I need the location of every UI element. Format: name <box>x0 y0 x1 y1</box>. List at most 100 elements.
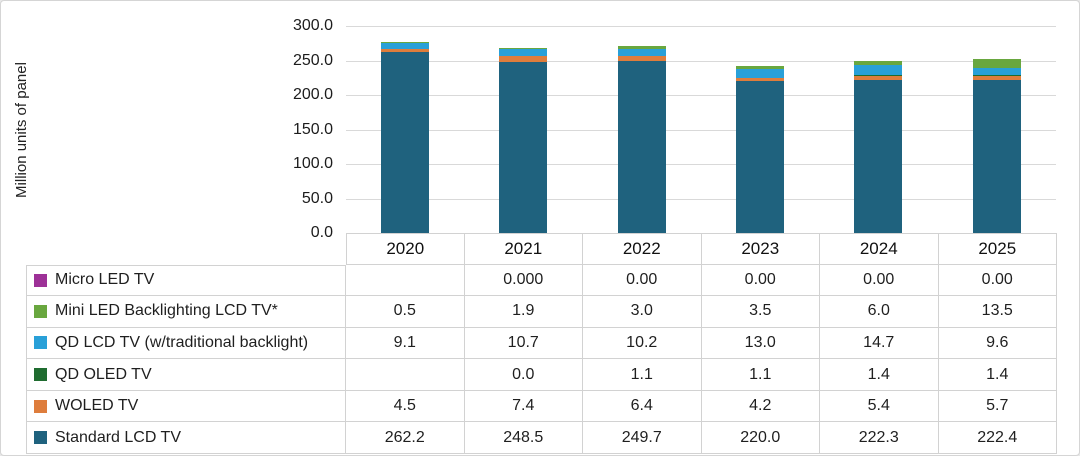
legend-swatch <box>34 273 47 287</box>
value-cell: 13.0 <box>701 327 820 360</box>
bar-segment <box>617 48 666 56</box>
value-cell: 0.00 <box>938 264 1057 297</box>
plot-area <box>346 26 1056 233</box>
value-cell: 1.4 <box>938 359 1057 391</box>
bar-segment <box>972 75 1021 80</box>
value-cell: 5.7 <box>938 390 1057 423</box>
stacked-bars <box>346 26 1056 233</box>
year-header: 2021 <box>464 233 583 265</box>
year-header: 2022 <box>583 233 702 265</box>
value-cell: 6.4 <box>583 390 702 423</box>
bar-segment <box>381 52 430 233</box>
value-cell: 220.0 <box>701 422 820 454</box>
legend-swatch <box>34 399 47 413</box>
value-cell: 1.1 <box>583 359 702 391</box>
value-cell: 4.2 <box>701 390 820 423</box>
bar-segment <box>617 60 666 233</box>
bar-2024 <box>854 60 903 233</box>
value-cell: 7.4 <box>464 390 583 423</box>
row-label: Micro LED TV <box>26 264 346 297</box>
bar-segment <box>617 46 666 49</box>
bar-2025 <box>972 58 1021 233</box>
value-cell: 0.5 <box>346 296 465 328</box>
year-header: 2020 <box>346 233 465 265</box>
bar-segment <box>736 77 785 79</box>
bar-segment <box>617 55 666 57</box>
bar-segment <box>381 42 430 49</box>
value-cell: 249.7 <box>583 422 702 454</box>
bar-segment <box>972 74 1021 76</box>
bar-column-2021 <box>464 26 582 233</box>
value-cell <box>346 359 465 391</box>
value-cell: 10.2 <box>583 327 702 360</box>
bar-segment <box>972 68 1021 75</box>
bar-column-2023 <box>701 26 819 233</box>
value-cell: 1.4 <box>820 359 939 391</box>
data-table: 2020 2021 2022 2023 2024 2025 Micro LED TV 0.00… <box>26 233 1057 454</box>
y-tick-label: 250.0 <box>292 51 333 69</box>
bar-segment <box>854 64 903 75</box>
gridline <box>346 198 1056 200</box>
value-cell: 0.00 <box>701 264 820 297</box>
value-cell: 0.000 <box>464 264 583 297</box>
y-axis-title: Million units of panel <box>13 62 30 198</box>
bar-column-2022 <box>583 26 701 233</box>
bar-column-2020 <box>346 26 464 233</box>
bar-segment <box>381 49 430 53</box>
value-cell: 13.5 <box>938 296 1057 328</box>
value-cell: 4.5 <box>346 390 465 423</box>
value-cell: 222.3 <box>820 422 939 454</box>
value-cell: 3.5 <box>701 296 820 328</box>
y-tick-label: 100.0 <box>292 155 333 172</box>
legend-swatch <box>34 336 47 350</box>
bar-segment <box>854 60 903 65</box>
value-cell: 1.9 <box>464 296 583 328</box>
row-label: WOLED TV <box>26 390 346 423</box>
bar-segment <box>617 56 666 61</box>
value-cell: 6.0 <box>820 296 939 328</box>
bar-segment <box>972 79 1021 233</box>
value-cell: 1.1 <box>701 359 820 391</box>
gridline <box>346 164 1056 165</box>
bar-segment <box>854 79 903 233</box>
value-cell: 222.4 <box>938 422 1057 454</box>
bar-column-2025 <box>938 26 1056 233</box>
row-label: QD LCD TV (w/traditional backlight) <box>26 327 346 360</box>
y-tick-label: 200.0 <box>292 86 333 103</box>
year-header: 2025 <box>938 233 1057 265</box>
bar-segment <box>499 47 548 50</box>
legend-swatch <box>34 431 47 445</box>
value-cell: 248.5 <box>464 422 583 454</box>
value-cell: 0.0 <box>464 359 583 391</box>
value-cell: 9.6 <box>938 327 1057 360</box>
gridline <box>346 129 1056 131</box>
bar-segment <box>499 49 548 57</box>
value-cell: 10.7 <box>464 327 583 360</box>
series-name: Standard LCD TV <box>55 428 181 446</box>
row-label: Standard LCD TV <box>26 422 346 454</box>
gridline <box>346 95 1056 96</box>
gridline <box>346 26 1056 27</box>
series-name: Mini LED Backlighting LCD TV* <box>55 302 278 320</box>
bar-segment <box>972 58 1021 69</box>
series-name: Micro LED TV <box>55 271 155 289</box>
value-cell: 3.0 <box>583 296 702 328</box>
legend-swatch <box>34 304 47 318</box>
value-cell <box>346 264 465 297</box>
value-cell: 262.2 <box>346 422 465 454</box>
y-tick-label: 50.0 <box>301 189 333 207</box>
year-header: 2023 <box>701 233 820 265</box>
bar-segment <box>854 74 903 76</box>
bar-segment <box>736 66 785 69</box>
bar-2022 <box>617 46 666 233</box>
bar-2020 <box>381 42 430 233</box>
y-tick-label: 300.0 <box>292 17 333 34</box>
series-name: QD LCD TV (w/traditional backlight) <box>55 333 309 351</box>
row-label: QD OLED TV <box>26 359 346 391</box>
year-header: 2024 <box>820 233 939 265</box>
bar-segment <box>736 81 785 233</box>
bar-segment <box>499 56 548 62</box>
y-tick-label: 150.0 <box>292 120 333 138</box>
legend-swatch <box>34 368 47 382</box>
